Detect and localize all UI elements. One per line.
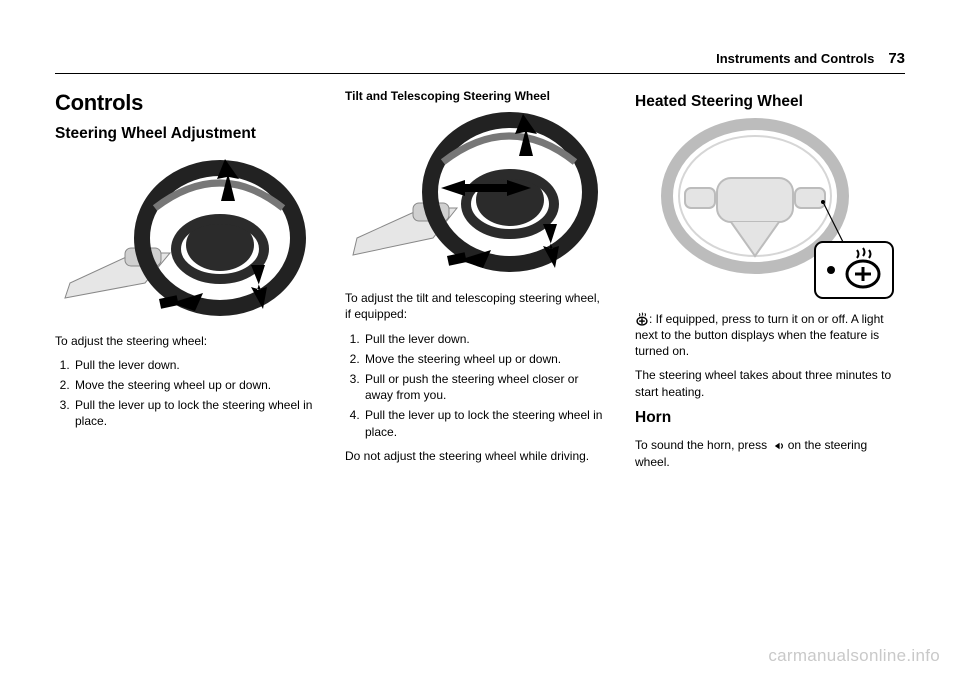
body-text: The steering wheel takes about three min… <box>635 367 905 399</box>
body-text-span: : If equipped, press to turn it on or of… <box>635 312 884 358</box>
chapter-title: Instruments and Controls <box>716 51 874 66</box>
list-item: Move the steering wheel up or down. <box>73 377 315 393</box>
list-item: Pull or push the steering wheel closer o… <box>363 371 605 403</box>
horn-icon <box>770 440 784 454</box>
subsection-title: Horn <box>635 408 905 429</box>
body-text: To sound the horn, press on the steering… <box>635 437 905 470</box>
warning-text: Do not adjust the steering wheel while d… <box>345 448 605 464</box>
section-title: Controls <box>55 88 315 118</box>
list-item: Pull the lever down. <box>363 331 605 347</box>
subsection-title: Tilt and Telescoping Steering Wheel <box>345 88 605 104</box>
list-item: Pull the lever up to lock the steering w… <box>73 397 315 429</box>
intro-text: To adjust the steering wheel: <box>55 333 315 349</box>
column-2: Tilt and Telescoping Steering Wheel <box>345 88 605 608</box>
figure-heated-wheel <box>635 121 905 301</box>
page-header: Instruments and Controls 73 <box>55 50 905 74</box>
column-1: Controls Steering Wheel Adjustment <box>55 88 315 608</box>
list-item: Pull the lever up to lock the steering w… <box>363 407 605 439</box>
figure-tilt-telescope <box>345 110 605 280</box>
figure-steering-adjustment <box>55 153 315 323</box>
watermark: carmanualsonline.info <box>768 646 940 666</box>
list-item: Pull the lever down. <box>73 357 315 373</box>
page-number: 73 <box>888 50 905 67</box>
intro-text: To adjust the tilt and telescoping steer… <box>345 290 605 322</box>
body-text: : If equipped, press to turn it on or of… <box>635 311 905 360</box>
content-columns: Controls Steering Wheel Adjustment <box>55 88 905 608</box>
steps-list: Pull the lever down. Move the steering w… <box>363 331 605 440</box>
body-text-span: To sound the horn, press <box>635 438 770 452</box>
subsection-title: Heated Steering Wheel <box>635 92 905 113</box>
list-item: Move the steering wheel up or down. <box>363 351 605 367</box>
column-3: Heated Steering Wheel <box>635 88 905 608</box>
heated-wheel-icon <box>635 312 649 326</box>
steps-list: Pull the lever down. Move the steering w… <box>73 357 315 430</box>
subsection-title: Steering Wheel Adjustment <box>55 124 315 145</box>
